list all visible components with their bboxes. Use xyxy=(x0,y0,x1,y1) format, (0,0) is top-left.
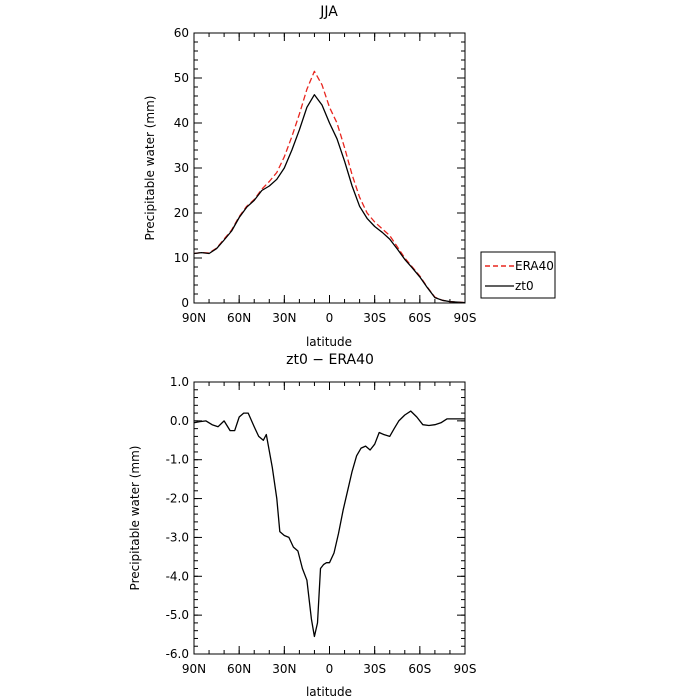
bottom-y-tick-label: -4.0 xyxy=(166,569,189,583)
top-x-tick-label: 30S xyxy=(363,311,386,325)
top-y-tick-label: 30 xyxy=(174,161,189,175)
bottom-x-tick-label: 60S xyxy=(408,662,431,676)
top-series-line-zt0 xyxy=(193,94,466,304)
bottom-chart-ticks: 90N 60N 30N 0 30S 60S 90S 1.0 0.0 -1.0 -2.0 -3.0 -4.… xyxy=(166,375,477,676)
top-y-tick-label: 60 xyxy=(174,26,189,40)
bottom-chart-series xyxy=(193,410,465,638)
legend-box xyxy=(480,251,556,299)
top-y-tick-label: 10 xyxy=(174,251,189,265)
legend-label-zt0: zt0 xyxy=(515,279,534,293)
bottom-y-tick-label: -1.0 xyxy=(166,453,189,467)
bottom-series-line-diff xyxy=(193,410,465,638)
legend-label-era40: ERA40 xyxy=(515,259,554,273)
bottom-y-tick-label: -2.0 xyxy=(166,492,189,506)
bottom-y-tick-label: -6.0 xyxy=(166,647,189,661)
top-y-tick-label: 40 xyxy=(174,116,189,130)
bottom-x-tick-label: 30S xyxy=(363,662,386,676)
bottom-y-tick-label: -3.0 xyxy=(166,530,189,544)
top-y-tick-label: 0 xyxy=(181,296,189,310)
bottom-x-tick-label: 0 xyxy=(326,662,334,676)
top-chart-title: JJA xyxy=(319,4,338,20)
bottom-x-tick-label: 60N xyxy=(227,662,251,676)
top-x-tick-label: 60S xyxy=(408,311,431,325)
top-x-tick-label: 90N xyxy=(182,311,206,325)
bottom-chart-title: zt0 − ERA40 xyxy=(286,352,374,368)
bottom-y-tick-label: -5.0 xyxy=(166,608,189,622)
bottom-x-tick-label: 90N xyxy=(182,662,206,676)
bottom-y-tick-label: 1.0 xyxy=(170,375,189,389)
top-x-tick-label: 0 xyxy=(326,311,334,325)
top-chart-xlabel: latitude xyxy=(306,335,352,349)
top-y-tick-label: 50 xyxy=(174,71,189,85)
bottom-chart-xlabel: latitude xyxy=(306,685,352,699)
bottom-y-tick-label: 0.0 xyxy=(170,414,189,428)
top-x-tick-label: 60N xyxy=(227,311,251,325)
top-x-tick-label: 30N xyxy=(272,311,296,325)
top-chart-ticks: 90N 60N 30N 0 30S 60S 90S 0 10 20 30 40 50 60 xyxy=(174,26,477,325)
bottom-chart-ylabel: Precipitable water (mm) xyxy=(128,446,142,591)
legend: ERA40 zt0 xyxy=(480,251,556,299)
top-y-tick-label: 20 xyxy=(174,206,189,220)
top-chart-ylabel: Precipitable water (mm) xyxy=(143,96,157,241)
top-chart-series xyxy=(193,70,466,304)
bottom-x-tick-label: 90S xyxy=(454,662,477,676)
top-x-tick-label: 90S xyxy=(454,311,477,325)
top-chart: JJA 90N 60N 30N 0 30S 60S 90S 0 10 20 30 40 50 60 lat… xyxy=(143,4,476,349)
bottom-x-tick-label: 30N xyxy=(272,662,296,676)
bottom-chart: zt0 − ERA40 90N 60N 30N 0 30S 60S 90S 1.0 0.0 -1.… xyxy=(128,352,476,699)
